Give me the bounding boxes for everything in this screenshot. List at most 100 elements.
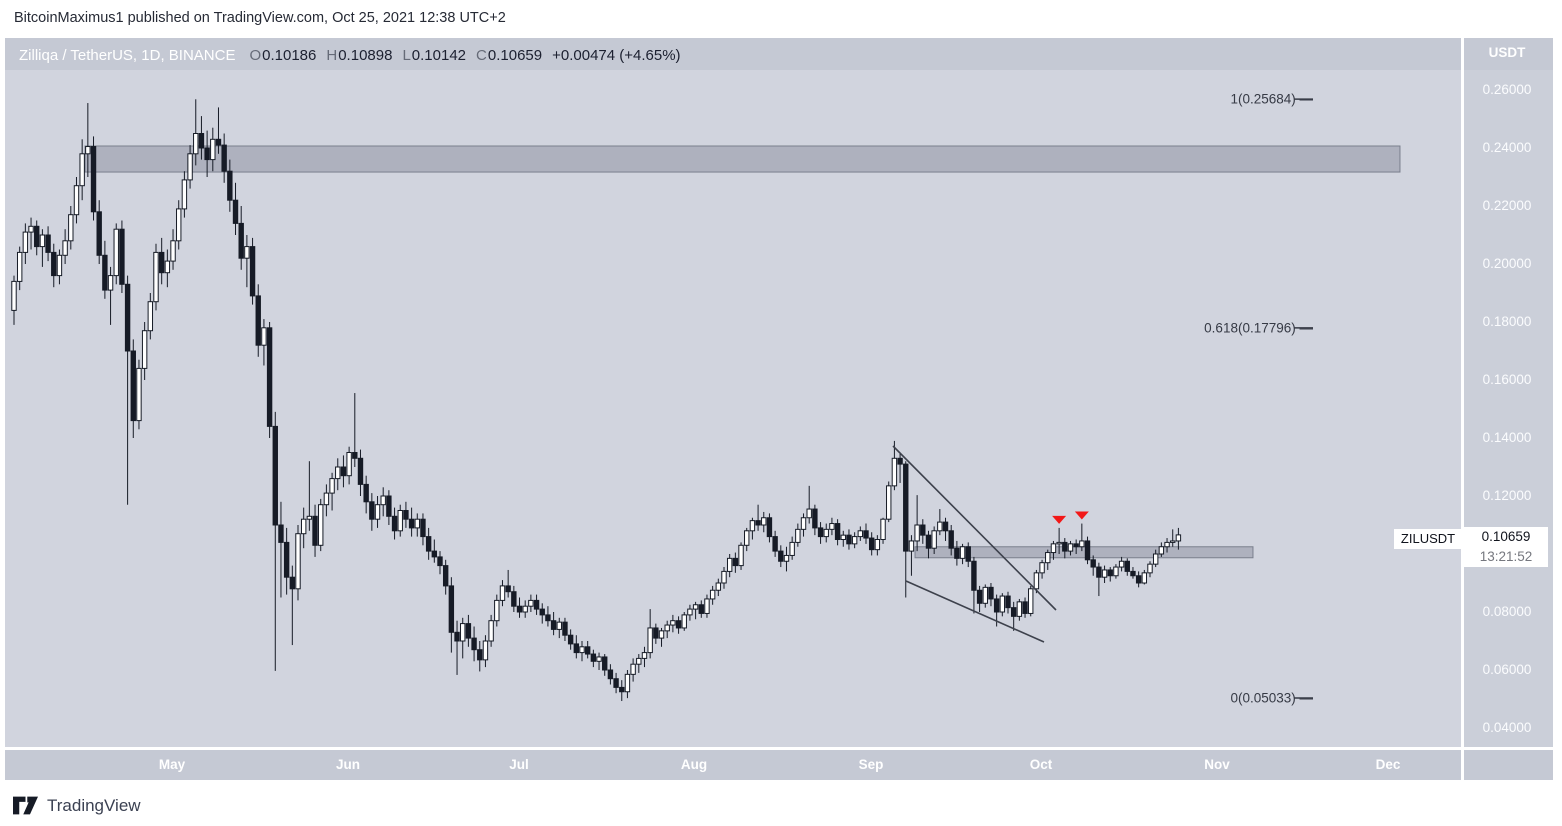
bull-candle [187,153,193,181]
time-axis-band[interactable] [5,750,1553,780]
bear-candle [1062,541,1068,552]
bear-candle [550,620,557,630]
bear-candle [755,520,761,526]
bull-candle [1016,601,1023,617]
bear-candle [1005,595,1011,609]
price-change: +0.00474 (+4.65%) [552,46,681,64]
time-axis-month-label: Sep [858,757,884,772]
bull-candle [136,367,142,422]
bull-candle [482,640,489,661]
bear-candle [613,678,619,688]
bull-candle [806,508,812,519]
bull-candle [1170,540,1176,543]
bear-candle [386,495,392,517]
bear-candle [766,517,773,538]
bull-candle [300,518,307,535]
bear-candle [255,295,261,346]
ohlc-field-letter: H [326,46,338,64]
bull-candle [56,254,63,277]
bear-candle [1010,607,1017,617]
bear-candle [925,534,932,549]
tradingview-brand-text: TradingView [47,795,141,815]
tradingview-brand-link[interactable]: TradingView [13,795,141,816]
bull-candle [1101,569,1108,578]
bull-candle [210,138,216,161]
bear-candle [425,536,432,552]
bull-candle [829,523,835,530]
bear-candle [567,634,574,645]
bull-candle [658,630,665,639]
descending-trendline-lower[interactable] [905,580,1045,643]
price-axis-tick: 0.18000 [1482,314,1532,329]
bear-candle [90,146,97,213]
bull-candle [16,251,23,282]
chart-background [5,38,1553,780]
bear-candle [408,518,415,529]
resistance-zone-upper[interactable] [84,145,1401,173]
bull-candle [141,330,148,369]
bull-candle [982,586,988,604]
bear-candle [954,547,960,559]
bull-candle [749,520,756,532]
time-axis-month-label: Jun [335,757,361,772]
ohlc-field: O0.10186 [249,47,316,64]
time-axis-month-label: May [158,757,186,772]
bull-candle [79,153,85,187]
bull-candle [153,251,159,303]
price-axis-tick: 0.08000 [1482,604,1532,619]
bear-candle [573,643,580,654]
bull-candle [62,240,68,256]
bull-candle [959,546,966,559]
bull-candle [721,570,727,584]
bull-candle [329,478,335,494]
bull-candle [1079,540,1085,548]
ohlc-field-value: 0.10659 [487,46,543,64]
sell-marker-triangle-down-icon[interactable] [1052,515,1067,524]
bear-candle [465,623,472,639]
bear-candle [732,557,739,567]
bull-candle [380,495,386,506]
descending-trendline-upper[interactable] [892,445,1057,611]
bull-candle [908,540,915,552]
bear-candle [1124,560,1130,572]
bull-candle [295,533,301,590]
bull-candle [1050,543,1057,554]
bull-candle [556,621,562,630]
bull-candle [880,518,886,541]
bull-candle [823,528,829,538]
bull-candle [306,515,313,520]
bull-candle [795,528,801,543]
bear-candle [993,598,1000,613]
bull-candle [170,240,176,262]
bull-candle [494,599,500,622]
bear-candle [357,457,364,485]
bull-candle [22,231,29,253]
bear-candle [562,621,568,636]
bull-candle [726,557,733,572]
bull-candle [579,646,585,654]
bear-candle [533,599,540,610]
ohlc-field: H0.10898 [326,47,392,64]
ohlc-field-letter: C [476,46,487,64]
bull-candle [851,536,858,545]
bear-candle [124,283,131,352]
bear-candle [352,452,358,459]
bear-candle [1107,569,1113,577]
bull-candle [874,539,881,551]
bull-candle [715,582,722,591]
bear-candle [868,537,875,551]
bull-candle [346,452,352,477]
bull-candle [636,657,642,665]
bear-candle [976,589,983,604]
bear-candle [1096,566,1102,578]
bear-candle [420,518,426,538]
bull-candle [73,185,80,216]
sell-marker-triangle-down-icon[interactable] [1074,511,1089,520]
price-axis-background[interactable] [1464,38,1553,780]
time-axis-month-label: Oct [1029,757,1053,772]
bear-candle [283,541,290,578]
bull-candle [244,246,250,259]
bull-candle [261,327,267,346]
